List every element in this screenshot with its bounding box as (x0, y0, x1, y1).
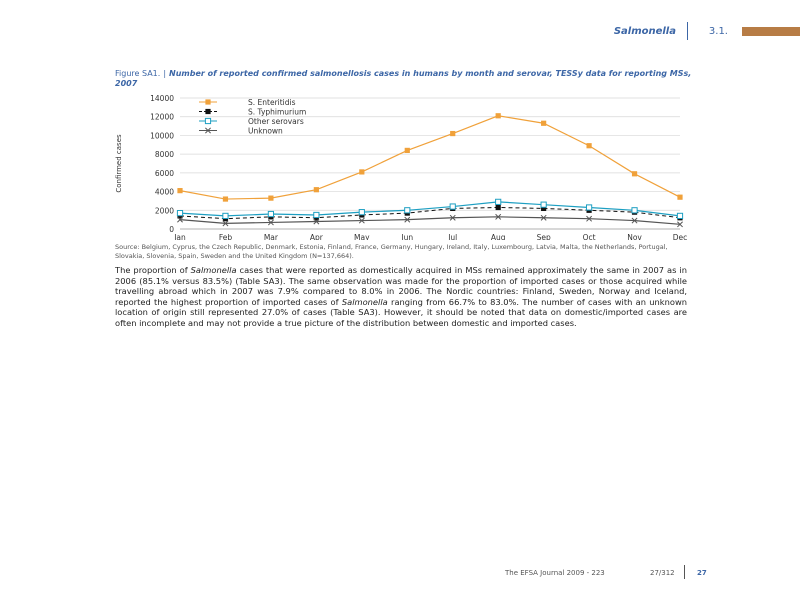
data-point (631, 207, 638, 214)
body-paragraph: The proportion of Salmonella cases that … (115, 265, 687, 329)
data-point (677, 221, 683, 228)
data-point (222, 220, 229, 227)
y-tick-label: 6000 (155, 169, 174, 178)
x-tick-label: Apr (310, 233, 324, 240)
y-tick-label: 10000 (150, 131, 174, 140)
data-point (495, 204, 501, 211)
data-point (313, 187, 319, 193)
x-tick-label: Nov (627, 233, 642, 240)
figure-title: Number of reported confirmed salmonellos… (115, 69, 692, 88)
data-point (404, 216, 411, 223)
y-tick-label: 14000 (150, 94, 174, 103)
data-point (404, 207, 411, 214)
x-tick-label: Oct (583, 233, 596, 240)
data-point (495, 198, 502, 205)
body-text-1: The proportion of (115, 265, 191, 275)
x-tick-label: Jul (447, 233, 457, 240)
data-point (449, 214, 456, 221)
data-point (495, 113, 501, 119)
data-point (586, 215, 593, 222)
series-line-2 (179, 201, 681, 217)
data-point (358, 209, 365, 216)
x-tick-label: Dec (673, 233, 688, 240)
data-point (313, 218, 320, 225)
body-italic-salmonella-1: Salmonella (190, 265, 237, 275)
data-point (313, 211, 320, 219)
x-tick-label: Feb (219, 233, 233, 240)
header-separator (687, 22, 688, 40)
data-point (222, 212, 229, 220)
data-point (631, 171, 638, 177)
data-point (267, 210, 275, 218)
data-point (585, 204, 593, 211)
figure-caption: Figure SA1. | Number of reported confirmed… (115, 69, 695, 89)
line-chart: 0 2000 4000 6000 8000 10000 12000 14000 Confirme… (115, 94, 688, 240)
y-axis-label: Confirmed cases (115, 134, 123, 193)
figure-number: Figure SA1. (115, 69, 161, 78)
data-point (677, 194, 683, 200)
y-tick-label: 2000 (155, 206, 174, 215)
data-point (176, 209, 184, 217)
data-point (676, 212, 684, 220)
y-tick-label: 12000 (150, 113, 174, 122)
header-color-bar (742, 27, 800, 36)
figure-source-note: Source: Belgium, Cyprus, the Czech Repub… (115, 243, 668, 260)
x-tick-label: Jun (400, 233, 413, 240)
data-point (404, 147, 410, 153)
data-point (177, 216, 183, 223)
data-point (449, 203, 456, 210)
data-point (359, 169, 365, 175)
footer-journal: The EFSA Journal 2009 - 223 (505, 569, 605, 577)
x-tick-label: May (354, 233, 370, 240)
data-point (540, 201, 547, 208)
x-tick-label: Aug (491, 233, 506, 240)
legend-marker (205, 108, 211, 115)
x-tick-label: Jan (173, 233, 186, 240)
data-point (495, 213, 502, 220)
body-italic-salmonella-2: Salmonella (341, 296, 388, 307)
series-line-1 (179, 206, 681, 220)
data-point (631, 217, 638, 224)
y-tick-label: 4000 (155, 188, 174, 197)
figure-caption-separator: | (163, 69, 167, 78)
legend-label: Other serovars (248, 117, 304, 126)
data-point (267, 219, 274, 226)
legend-label: S. Typhimurium (248, 108, 306, 117)
data-point (586, 143, 592, 149)
data-point (358, 217, 365, 224)
legend-marker (205, 127, 211, 134)
body-text-2: cases that were reported as domestically… (115, 265, 687, 307)
series-line-3 (179, 216, 681, 225)
footer-page-number: 27 (697, 569, 707, 577)
y-tick-label: 0 (169, 225, 174, 234)
legend-label: Unknown (248, 127, 283, 136)
body-text-3: ranging from 66.7% to 83.0%. The number … (115, 296, 687, 328)
legend-marker (204, 117, 212, 125)
running-header-section: 3.1. (708, 26, 728, 37)
x-tick-label: Mar (264, 233, 279, 240)
data-point (177, 188, 183, 194)
footer-separator (684, 565, 685, 579)
data-point (268, 195, 274, 201)
y-tick-label: 8000 (155, 150, 174, 159)
footer-page-range: 27/312 (650, 569, 675, 577)
data-point (222, 196, 229, 202)
running-header-title: Salmonella (613, 26, 676, 37)
legend-label: S. Enteritidis (248, 98, 296, 107)
data-point (541, 205, 547, 212)
legend-marker (205, 99, 211, 105)
data-point (450, 130, 456, 137)
x-tick-label: Sep (537, 233, 551, 240)
data-point (540, 214, 547, 221)
data-point (541, 120, 547, 126)
series-line-0 (179, 115, 681, 200)
